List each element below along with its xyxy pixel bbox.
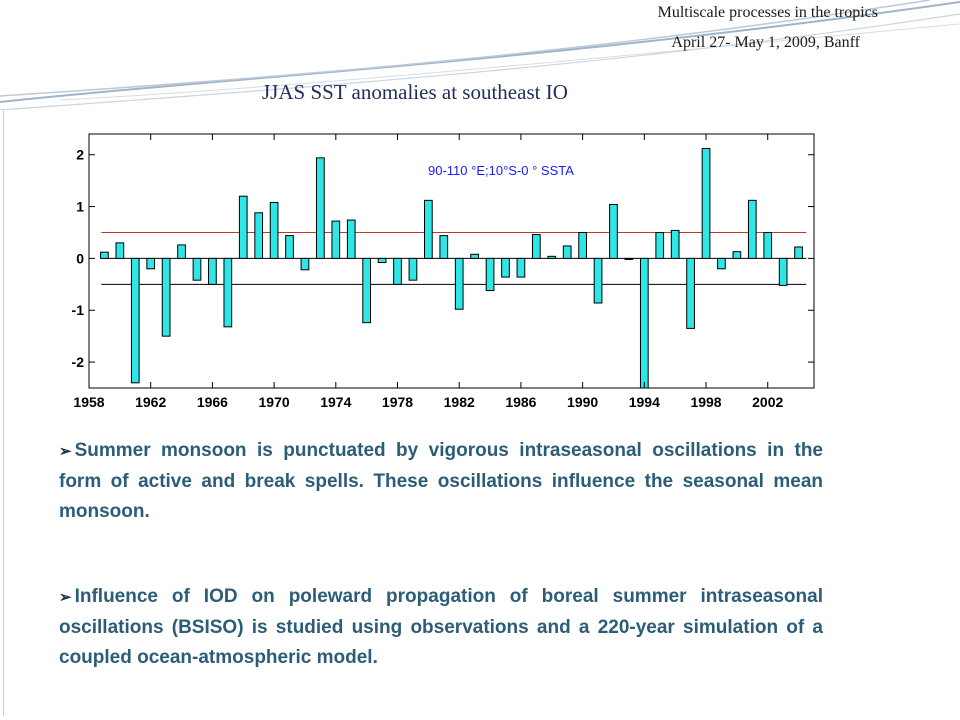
y-tick-label: 0 bbox=[76, 250, 84, 266]
bar-2003 bbox=[778, 257, 788, 286]
arrow-bullet-icon: ➢ bbox=[59, 589, 72, 606]
bar-2001 bbox=[747, 199, 757, 259]
y-tick-label: -1 bbox=[72, 302, 85, 318]
bar-2002 bbox=[763, 231, 773, 259]
bullet-text: Summer monsoon is punctuated by vigorous… bbox=[59, 440, 823, 522]
bar-1959 bbox=[100, 251, 109, 259]
bar-1967 bbox=[223, 257, 233, 328]
bar-2000 bbox=[732, 251, 742, 259]
bar-1992 bbox=[609, 203, 618, 259]
y-tick-label: 1 bbox=[76, 199, 84, 215]
bar-1964 bbox=[177, 244, 186, 259]
x-tick-label: 2002 bbox=[752, 394, 783, 410]
bar-1996 bbox=[670, 229, 680, 259]
bars bbox=[100, 148, 803, 389]
bar-1963 bbox=[161, 257, 171, 337]
bar-1969 bbox=[254, 212, 264, 259]
bar-1981 bbox=[439, 235, 449, 259]
bar-1989 bbox=[562, 245, 572, 259]
bar-1975 bbox=[346, 219, 356, 259]
conference-date-location: April 27- May 1, 2009, Banff bbox=[671, 34, 860, 51]
y-axis-ticks: -2 -1 0 1 2 bbox=[72, 147, 814, 370]
bar-1997 bbox=[686, 257, 695, 329]
x-tick-label: 1966 bbox=[197, 394, 228, 410]
bar-2004 bbox=[794, 246, 803, 259]
bar-1990 bbox=[578, 231, 587, 259]
bar-1962 bbox=[146, 257, 156, 270]
bar-1980 bbox=[424, 199, 433, 259]
bar-1982 bbox=[454, 257, 464, 310]
x-tick-label: 1982 bbox=[444, 394, 475, 410]
bar-1972 bbox=[300, 257, 310, 271]
bullet-item: ➢ Influence of IOD on poleward propagatio… bbox=[59, 582, 823, 673]
bar-1965 bbox=[192, 257, 202, 281]
bar-1966 bbox=[208, 257, 217, 285]
x-tick-label: 1986 bbox=[505, 394, 536, 410]
x-axis-ticks: 1958 1962 1966 1970 1974 1978 1982 1986 1990 1994… bbox=[73, 134, 784, 410]
x-tick-label: 1970 bbox=[259, 394, 290, 410]
bar-1999 bbox=[717, 257, 726, 270]
bullet-text: Influence of IOD on poleward propagation… bbox=[59, 586, 823, 668]
arrow-bullet-icon: ➢ bbox=[59, 443, 72, 460]
x-tick-label: 1978 bbox=[382, 394, 413, 410]
bar-1986 bbox=[516, 257, 526, 278]
chart-title: 90-110 °E;10°S-0 ° SSTA bbox=[428, 163, 574, 178]
bar-1960 bbox=[115, 242, 125, 259]
bar-1961 bbox=[130, 257, 140, 384]
bar-1976 bbox=[362, 257, 372, 324]
bar-1987 bbox=[531, 234, 541, 259]
left-border-line bbox=[3, 110, 4, 716]
bar-1974 bbox=[331, 220, 341, 259]
x-tick-label: 1990 bbox=[567, 394, 598, 410]
bar-1994 bbox=[639, 257, 649, 389]
bar-1984 bbox=[485, 257, 495, 292]
bullet-item: ➢ Summer monsoon is punctuated by vigorou… bbox=[59, 436, 823, 527]
conference-name: Multiscale processes in the tropics bbox=[657, 4, 878, 21]
bar-1971 bbox=[285, 235, 294, 259]
bar-1977 bbox=[377, 257, 387, 264]
x-tick-label: 1974 bbox=[320, 394, 351, 410]
bar-1970 bbox=[269, 201, 279, 259]
y-tick-label: 2 bbox=[76, 147, 84, 163]
bar-1979 bbox=[408, 257, 418, 281]
slide-title: JJAS SST anomalies at southeast IO bbox=[262, 80, 568, 104]
x-tick-label: 1958 bbox=[73, 394, 104, 410]
bar-1973 bbox=[316, 157, 325, 259]
bar-1993 bbox=[624, 257, 634, 260]
bar-1988 bbox=[547, 255, 557, 259]
bar-1978 bbox=[393, 257, 402, 285]
bar-1968 bbox=[238, 195, 248, 259]
decorative-swoosh bbox=[0, 0, 960, 110]
sst-anomaly-chart: -2 -1 0 1 2 1958 1962 1966 1970 1974 1978 1982 1986… bbox=[68, 128, 823, 423]
x-tick-label: 1962 bbox=[135, 394, 166, 410]
bar-1995 bbox=[655, 231, 665, 259]
y-tick-label: -2 bbox=[72, 354, 85, 370]
x-tick-label: 1994 bbox=[629, 394, 660, 410]
bar-1985 bbox=[501, 257, 510, 278]
x-tick-label: 1998 bbox=[690, 394, 721, 410]
bar-1983 bbox=[470, 253, 479, 259]
bar-1991 bbox=[593, 257, 603, 304]
bar-1998 bbox=[701, 148, 711, 259]
chart-svg: -2 -1 0 1 2 1958 1962 1966 1970 1974 1978 1982 1986… bbox=[68, 128, 823, 423]
